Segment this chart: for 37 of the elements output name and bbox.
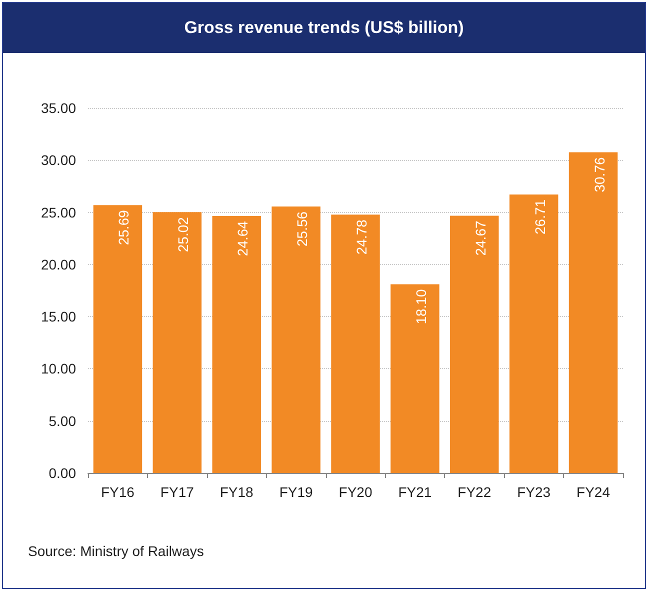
data-label: 30.76: [591, 157, 608, 192]
data-label: 18.10: [412, 289, 429, 324]
data-label: 24.64: [234, 220, 251, 256]
data-label: 24.67: [472, 220, 488, 256]
y-tick-label: 15.00: [40, 308, 76, 325]
x-tick-label: FY23: [517, 484, 551, 500]
x-tick-label: FY18: [220, 484, 254, 500]
y-tick-label: 30.00: [40, 152, 76, 168]
bar: [450, 216, 499, 473]
y-tick-label: 0.00: [48, 465, 76, 481]
source-note: Source: Ministry of Railways: [28, 543, 204, 559]
y-tick-label: 25.00: [40, 204, 76, 220]
x-tick-label: FY22: [458, 484, 492, 500]
data-label: 25.69: [116, 210, 132, 246]
x-tick-label: FY24: [576, 484, 610, 500]
bar: [152, 212, 202, 473]
bar: [509, 194, 558, 473]
bar: [212, 216, 261, 473]
y-tick-label: 5.00: [48, 412, 76, 429]
x-tick-label: FY21: [398, 484, 432, 500]
bar: [272, 206, 320, 473]
data-label: 25.56: [294, 211, 310, 246]
y-tick-label: 10.00: [40, 360, 76, 377]
data-label: 26.71: [532, 199, 548, 234]
y-tick-label: 20.00: [40, 256, 76, 272]
bar: [93, 205, 142, 473]
x-tick-label: FY20: [338, 484, 372, 500]
chart-title: Gross revenue trends (US$ billion): [3, 3, 645, 53]
data-label: 25.02: [175, 216, 192, 252]
data-label: 24.78: [354, 219, 370, 255]
bar: [568, 152, 618, 473]
x-tick-label: FY19: [279, 484, 313, 500]
y-tick-label: 35.00: [40, 100, 76, 116]
bar: [390, 284, 440, 473]
bar: [331, 214, 380, 473]
x-tick-label: FY16: [100, 484, 135, 500]
x-tick-label: FY17: [160, 484, 194, 500]
